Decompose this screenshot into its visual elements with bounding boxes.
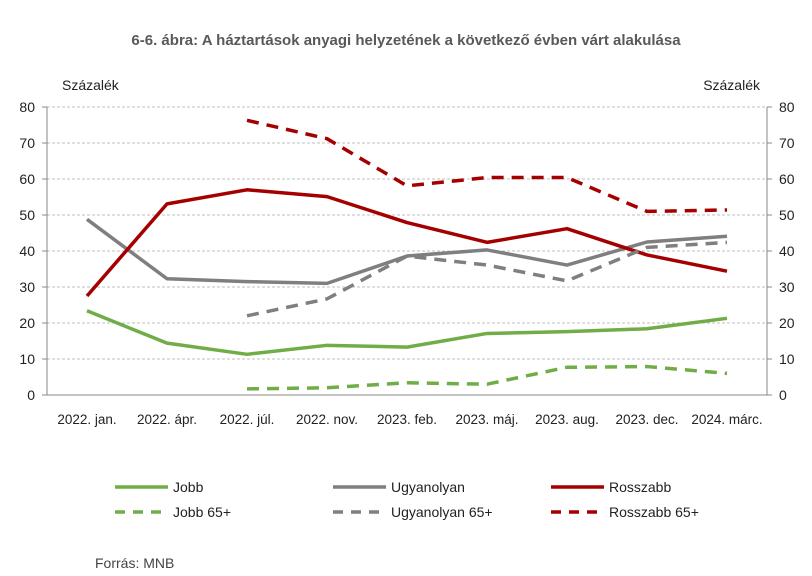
legend-label: Ugyanolyan — [391, 479, 465, 495]
legend-label: Jobb — [173, 479, 204, 495]
y-tick-label-right: 70 — [779, 135, 795, 151]
y-tick-label-right: 30 — [779, 279, 795, 295]
x-tick-label: 2023. feb. — [377, 412, 437, 427]
y-axis-label-right: Százalék — [703, 77, 761, 93]
x-tick-label: 2022. jan. — [57, 412, 116, 427]
legend-label: Ugyanolyan 65+ — [391, 504, 493, 520]
y-tick-label-left: 60 — [19, 171, 35, 187]
y-tick-label-left: 30 — [19, 279, 35, 295]
x-tick-label: 2023. aug. — [535, 412, 599, 427]
y-tick-label-left: 50 — [19, 207, 35, 223]
series-line-rosszabb — [85, 188, 728, 298]
y-tick-label-right: 60 — [779, 171, 795, 187]
legend-label: Jobb 65+ — [173, 504, 231, 520]
series-line-rosszabb-65- — [246, 118, 728, 214]
y-tick-label-left: 20 — [19, 315, 35, 331]
x-tick-label: 2022. ápr. — [137, 412, 197, 427]
y-tick-label-right: 0 — [779, 387, 787, 403]
chart-title: 6-6. ábra: A háztartások anyagi helyzeté… — [131, 32, 681, 49]
legend-label: Rosszabb 65+ — [609, 504, 699, 520]
y-tick-label-left: 0 — [27, 387, 35, 403]
y-tick-label-right: 50 — [779, 207, 795, 223]
y-tick-label-right: 10 — [779, 351, 795, 367]
y-tick-label-left: 10 — [19, 351, 35, 367]
y-tick-label-right: 40 — [779, 243, 795, 259]
source-note: Forrás: MNB — [95, 555, 174, 571]
x-tick-label: 2023. dec. — [615, 412, 678, 427]
series-line-jobb — [86, 309, 728, 357]
y-tick-label-left: 40 — [19, 243, 35, 259]
series-line-jobb-65- — [246, 364, 728, 391]
y-tick-label-right: 80 — [779, 99, 795, 115]
y-tick-label-right: 20 — [779, 315, 795, 331]
y-tick-label-left: 70 — [19, 135, 35, 151]
y-tick-label-left: 80 — [19, 99, 35, 115]
x-tick-label: 2023. máj. — [455, 412, 518, 427]
x-tick-label: 2022. nov. — [296, 412, 358, 427]
x-tick-label: 2024. márc. — [691, 412, 762, 427]
x-tick-label: 2022. júl. — [220, 412, 275, 427]
series-line-ugyanolyan — [85, 217, 728, 286]
legend-label: Rosszabb — [609, 479, 671, 495]
y-axis-label-left: Százalék — [62, 77, 120, 93]
series-line-ugyanolyan-65- — [246, 240, 728, 318]
